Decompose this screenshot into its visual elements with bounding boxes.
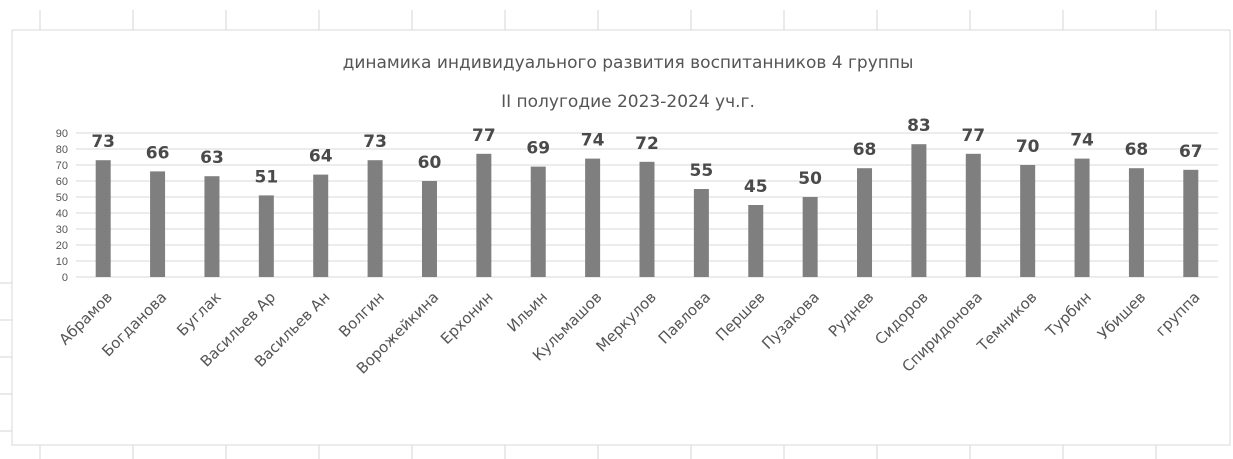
data-label: 63 bbox=[200, 148, 224, 168]
chart-title-line-2: II полугодие 2023-2024 уч.г. bbox=[501, 92, 755, 112]
bar[interactable] bbox=[965, 153, 981, 277]
data-label: 64 bbox=[309, 147, 333, 167]
bar[interactable] bbox=[911, 144, 927, 277]
data-label: 60 bbox=[418, 153, 442, 173]
data-label: 68 bbox=[1125, 140, 1149, 160]
data-label: 73 bbox=[91, 132, 115, 152]
data-label: 67 bbox=[1179, 142, 1203, 162]
data-label: 74 bbox=[1070, 131, 1094, 151]
data-label: 66 bbox=[146, 143, 170, 163]
bar[interactable] bbox=[585, 158, 601, 277]
bar[interactable] bbox=[204, 176, 220, 277]
y-tick-label: 90 bbox=[56, 128, 68, 140]
data-label: 70 bbox=[1016, 137, 1040, 157]
y-tick-label: 0 bbox=[62, 272, 68, 284]
bar[interactable] bbox=[1128, 168, 1144, 277]
data-label: 51 bbox=[254, 167, 278, 187]
data-label: 77 bbox=[472, 126, 496, 146]
data-label: 72 bbox=[635, 134, 659, 154]
bar[interactable] bbox=[313, 174, 329, 277]
bar[interactable] bbox=[802, 197, 818, 277]
data-label: 68 bbox=[853, 140, 877, 160]
data-label: 69 bbox=[526, 139, 550, 159]
bar[interactable] bbox=[530, 166, 546, 277]
y-tick-label: 40 bbox=[56, 208, 68, 220]
bar[interactable] bbox=[857, 168, 873, 277]
bar[interactable] bbox=[95, 160, 111, 277]
bar[interactable] bbox=[258, 195, 274, 277]
bar[interactable] bbox=[476, 153, 492, 277]
bar[interactable] bbox=[1074, 158, 1090, 277]
bar[interactable] bbox=[639, 161, 655, 277]
y-tick-label: 10 bbox=[56, 256, 68, 268]
bar[interactable] bbox=[367, 160, 383, 277]
bar[interactable] bbox=[421, 181, 437, 277]
bar[interactable] bbox=[1020, 165, 1036, 277]
y-tick-label: 60 bbox=[56, 176, 68, 188]
data-label: 83 bbox=[907, 116, 931, 136]
y-tick-label: 50 bbox=[56, 192, 68, 204]
data-label: 55 bbox=[690, 161, 714, 181]
y-tick-label: 80 bbox=[56, 144, 68, 156]
bar[interactable] bbox=[693, 189, 709, 277]
y-tick-label: 70 bbox=[56, 160, 68, 172]
data-label: 45 bbox=[744, 177, 768, 197]
y-tick-label: 30 bbox=[56, 224, 68, 236]
data-label: 50 bbox=[798, 169, 822, 189]
bar[interactable] bbox=[150, 171, 166, 277]
sheet-cell-grid bbox=[0, 10, 1157, 459]
data-label: 74 bbox=[581, 131, 605, 151]
bar[interactable] bbox=[1183, 169, 1199, 277]
bar[interactable] bbox=[748, 205, 764, 277]
data-label: 73 bbox=[363, 132, 387, 152]
data-label: 77 bbox=[961, 126, 985, 146]
chart-title-line-1: динамика индивидуального развития воспит… bbox=[343, 53, 914, 73]
y-tick-label: 20 bbox=[56, 240, 68, 252]
